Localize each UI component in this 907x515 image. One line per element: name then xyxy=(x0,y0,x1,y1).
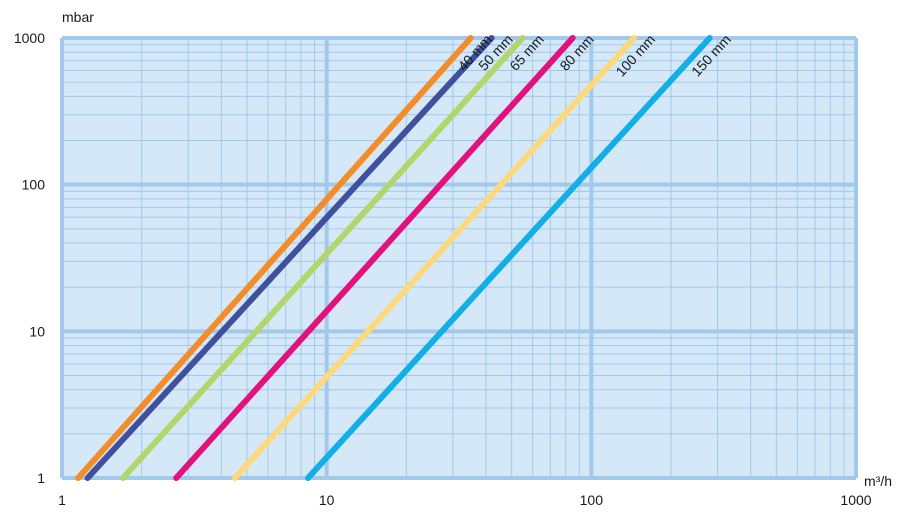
x-tick-label: 10 xyxy=(319,492,335,508)
x-tick-label: 1000 xyxy=(840,492,871,508)
series-line-100-mm xyxy=(231,35,637,481)
y-tick-label: 10 xyxy=(29,323,45,339)
series-lines xyxy=(75,35,713,481)
x-tick-label: 100 xyxy=(580,492,604,508)
series-line-150-mm xyxy=(305,35,713,481)
series-line-40-mm xyxy=(75,35,474,481)
series-line-50-mm xyxy=(84,35,495,481)
y-tick-label: 1000 xyxy=(14,30,45,46)
y-unit-label: mbar xyxy=(62,9,94,25)
series-line-80-mm xyxy=(173,35,576,481)
y-tick-label: 1 xyxy=(37,470,45,486)
x-unit-label: m³/h xyxy=(864,473,892,489)
x-tick-label: 1 xyxy=(58,492,66,508)
y-tick-label: 100 xyxy=(22,177,46,193)
series-line-65-mm xyxy=(120,35,526,481)
tick-labels: 1 10 100 1000 1 10 100 1000 xyxy=(14,30,872,508)
